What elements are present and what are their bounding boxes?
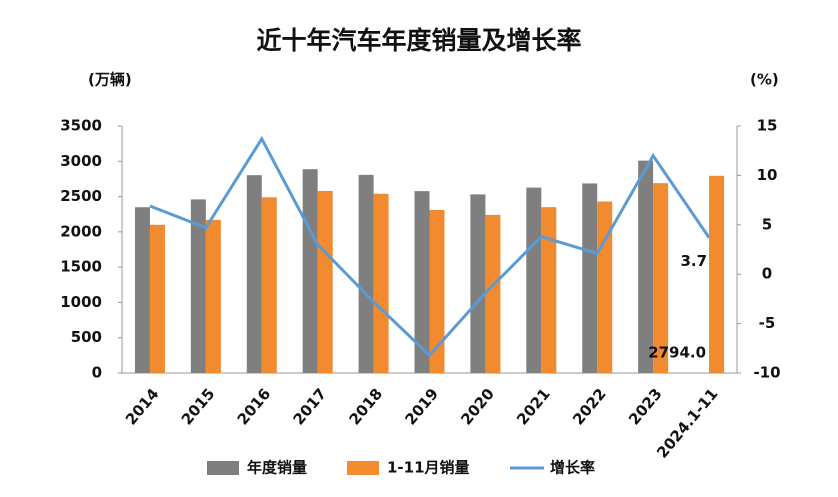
y-axis-label: (万辆) [88,71,132,89]
y-tick-label: 2500 [60,187,102,205]
y2-tick-label: 0 [762,265,772,283]
bar [582,183,598,373]
bar [638,160,654,373]
bar [429,209,445,373]
bar [597,201,613,373]
legend-swatch [207,461,239,475]
legend-label: 年度销量 [247,459,307,477]
bar [149,224,165,373]
y-tick-label: 500 [71,328,102,346]
y-tick-label: 0 [92,364,102,382]
chart-title: 近十年汽车年度销量及增长率 [256,26,581,55]
legend-label: 1-11月销量 [387,459,470,477]
x-tick-label: 2015 [178,385,219,429]
x-tick-label: 2017 [290,385,331,429]
bar [246,175,262,373]
bar [373,193,389,373]
x-tick-label: 2021 [513,385,554,429]
y-tick-label: 1000 [60,293,102,311]
bar [470,194,486,373]
y2-tick-label: 10 [757,166,778,184]
y-tick-label: 3000 [60,152,102,170]
bar [485,214,501,373]
x-tick-label: 2020 [457,385,498,429]
y2-axis-label: (%) [750,71,779,89]
bar [190,199,206,373]
y2-tick-label: 5 [762,215,772,233]
bar [302,169,318,373]
bar [653,183,669,373]
bar [317,190,333,373]
y-tick-label: 1500 [60,258,102,276]
bar [134,207,150,373]
line-value-label: 3.7 [680,252,707,270]
bar [709,175,725,373]
y2-tick-label: 15 [757,117,778,135]
x-tick-label: 2023 [625,385,666,429]
legend-swatch [347,461,379,475]
y2-tick-label: -10 [753,364,780,382]
y2-tick-label: -5 [759,314,776,332]
x-tick-label: 2014 [122,385,163,429]
bar [414,191,430,373]
bar [358,174,374,373]
bar [541,207,557,373]
bar [205,219,221,373]
y-tick-label: 2000 [60,222,102,240]
x-tick-label: 2019 [401,385,442,429]
x-tick-label: 2018 [345,385,386,429]
y-tick-label: 3500 [60,117,102,135]
line [149,135,711,358]
bar [526,187,542,373]
bar [261,197,277,373]
bar-value-label: 2794.0 [648,344,706,362]
x-tick-label: 2016 [234,385,275,429]
x-tick-label: 2022 [569,385,610,429]
legend-label: 增长率 [550,459,595,477]
